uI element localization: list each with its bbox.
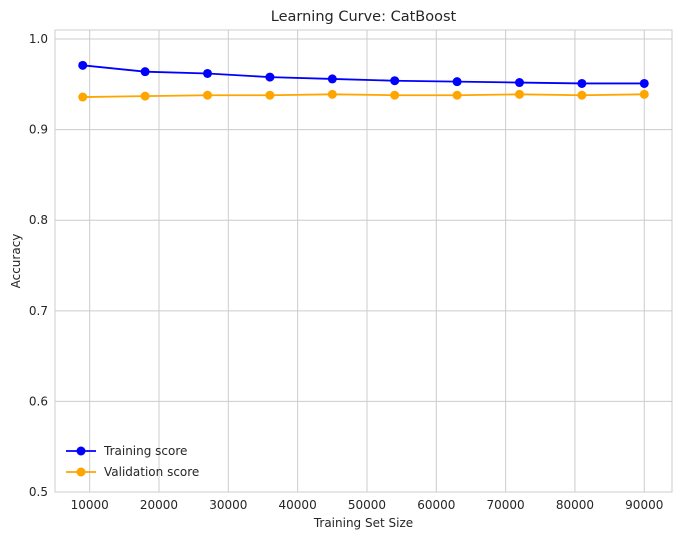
data-point-training xyxy=(639,78,649,88)
series-layer xyxy=(78,60,649,102)
x-tick-labels: 10000 20000 30000 40000 50000 60000 70000 80000… xyxy=(71,498,664,512)
data-point-validation xyxy=(452,90,462,100)
x-tick-label: 60000 xyxy=(417,498,455,512)
plot-frame xyxy=(54,29,673,493)
x-tick-label: 80000 xyxy=(556,498,594,512)
data-point-validation xyxy=(78,92,88,102)
x-tick-label: 40000 xyxy=(279,498,317,512)
data-point-training xyxy=(265,72,275,82)
x-axis-label: Training Set Size xyxy=(313,516,413,530)
legend-entry-training: Training score xyxy=(66,444,187,458)
series-training xyxy=(78,60,649,88)
legend-entry-validation: Validation score xyxy=(66,465,199,479)
y-tick-label: 1.0 xyxy=(29,32,48,46)
data-point-training xyxy=(327,74,337,84)
series-line-training xyxy=(82,64,645,85)
y-tick-label: 0.5 xyxy=(29,485,48,499)
data-point-training xyxy=(577,78,587,88)
data-point-validation xyxy=(203,90,213,100)
x-tick-label: 70000 xyxy=(487,498,525,512)
data-point-training xyxy=(203,68,213,78)
x-tick-label: 30000 xyxy=(209,498,247,512)
y-axis-label: Accuracy xyxy=(9,234,23,289)
data-point-training xyxy=(514,78,524,88)
data-point-validation xyxy=(140,91,150,101)
data-point-training xyxy=(390,76,400,86)
y-tick-label: 0.6 xyxy=(29,394,48,408)
y-tick-label: 0.8 xyxy=(29,213,48,227)
y-tick-labels: 0.5 0.6 0.7 0.8 0.9 1.0 xyxy=(29,32,48,499)
data-point-validation xyxy=(327,89,337,99)
legend-label-validation: Validation score xyxy=(104,465,199,479)
legend: Training score Validation score xyxy=(66,444,199,479)
x-tick-label: 20000 xyxy=(140,498,178,512)
y-tick-label: 0.9 xyxy=(29,123,48,137)
data-point-validation xyxy=(390,90,400,100)
data-point-training xyxy=(452,77,462,87)
data-point-validation xyxy=(514,89,524,99)
x-tick-label: 10000 xyxy=(71,498,109,512)
series-line-validation xyxy=(82,93,645,98)
data-point-validation xyxy=(577,90,587,100)
series-validation xyxy=(78,89,649,102)
x-tick-label: 90000 xyxy=(625,498,663,512)
data-point-validation xyxy=(265,90,275,100)
data-point-training xyxy=(140,67,150,77)
grid-layer xyxy=(55,30,672,493)
x-tick-label: 50000 xyxy=(348,498,386,512)
data-point-validation xyxy=(639,89,649,99)
y-tick-label: 0.7 xyxy=(29,304,48,318)
legend-label-training: Training score xyxy=(103,444,187,458)
data-point-training xyxy=(78,60,88,70)
chart-title: Learning Curve: CatBoost xyxy=(271,9,457,25)
